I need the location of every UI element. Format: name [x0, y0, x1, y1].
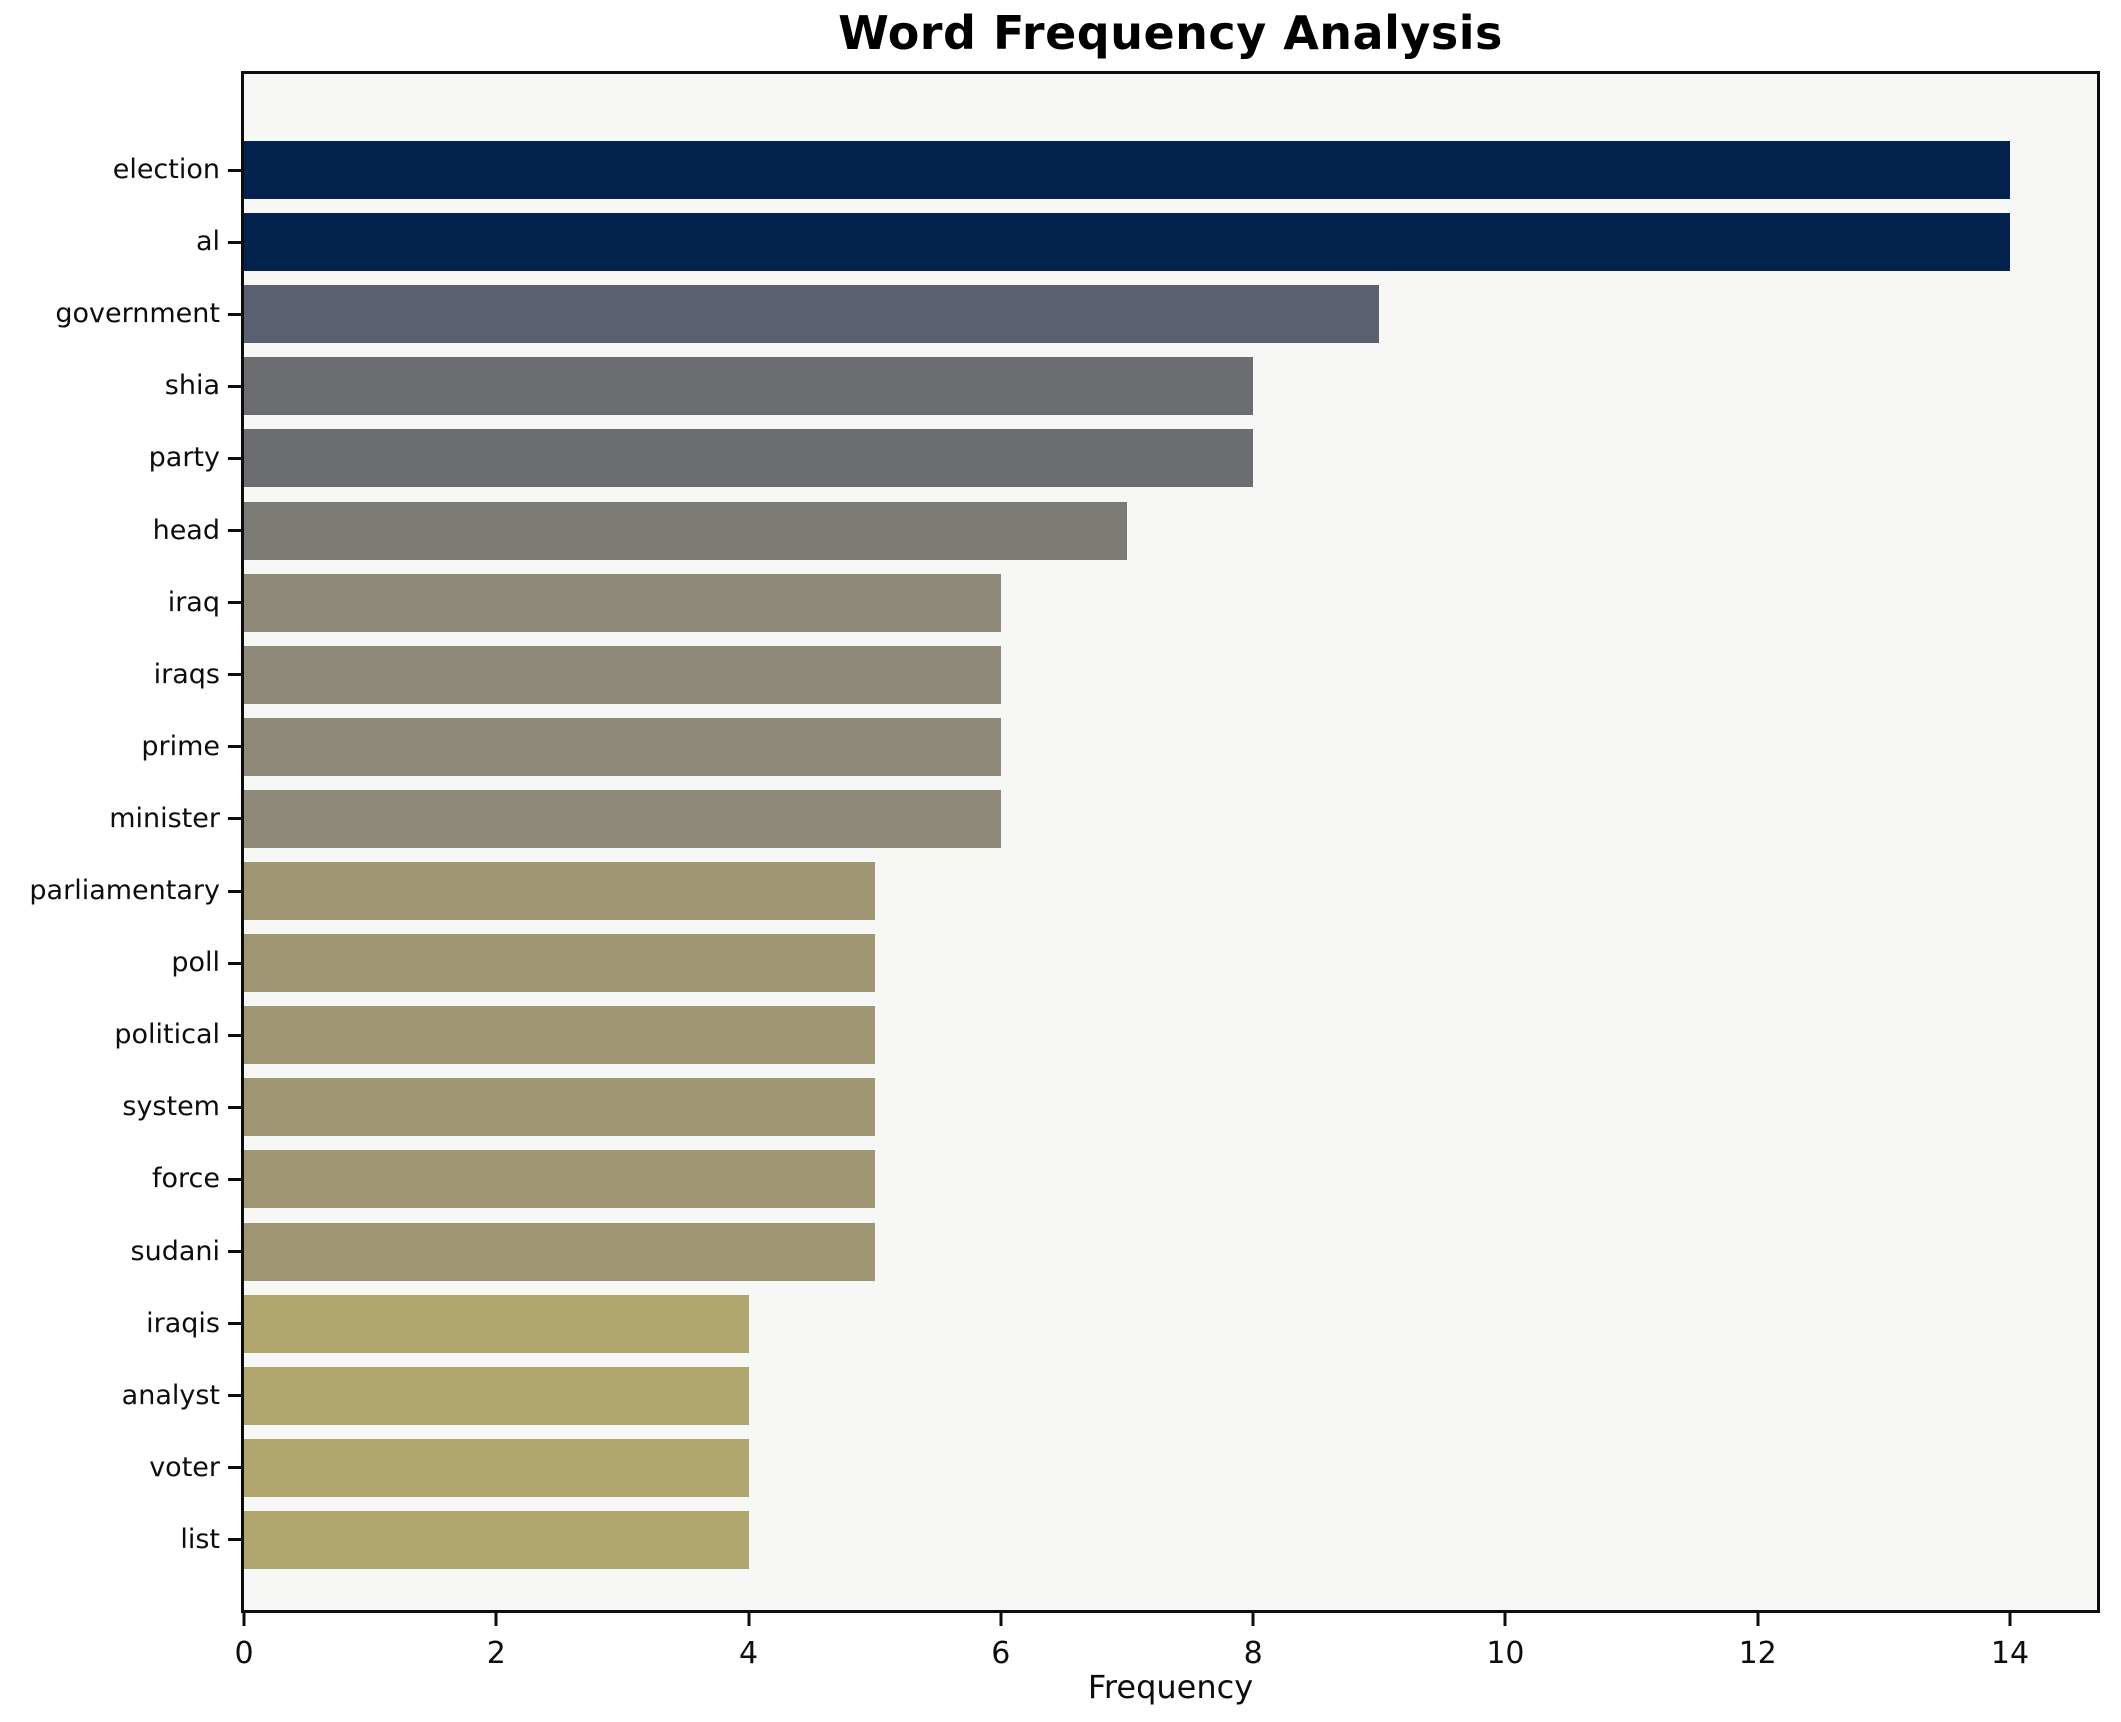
bar-minister	[244, 789, 1001, 848]
y-tick-label-system: system	[122, 1091, 220, 1123]
y-tick	[228, 529, 241, 532]
y-tick	[228, 312, 241, 316]
y-tick-label-list: list	[180, 1523, 220, 1555]
x-tick	[242, 1613, 246, 1626]
x-tick	[1756, 1613, 1760, 1626]
x-tick-label-8: 8	[1243, 1636, 1263, 1671]
y-tick	[228, 745, 241, 749]
bar-list	[244, 1510, 749, 1569]
y-tick-label-election: election	[112, 154, 220, 185]
x-tick-label-0: 0	[234, 1636, 254, 1671]
bar-government	[244, 285, 1380, 344]
y-tick	[228, 1538, 241, 1542]
y-tick-label-voter: voter	[149, 1451, 220, 1483]
y-tick-label-iraqis: iraqis	[146, 1307, 220, 1339]
y-tick	[228, 601, 241, 605]
y-tick	[228, 817, 241, 821]
bar-system	[244, 1078, 875, 1137]
bar-shia	[244, 357, 1254, 416]
x-tick	[1251, 1613, 1255, 1626]
plot-area: election al government shia party head iraq ira…	[29, 71, 2100, 1671]
y-tick-label-head: head	[152, 514, 220, 546]
bar-prime	[244, 717, 1001, 776]
y-tick	[228, 889, 241, 893]
y-tick	[228, 240, 241, 244]
y-tick-label-prime: prime	[141, 730, 220, 762]
bar-party	[244, 429, 1254, 488]
y-tick-label-force: force	[152, 1163, 220, 1195]
bar-analyst	[244, 1366, 749, 1425]
x-tick-label-12: 12	[1738, 1636, 1777, 1671]
x-tick	[2008, 1613, 2012, 1626]
y-tick	[228, 1177, 241, 1181]
y-tick	[228, 673, 241, 677]
y-tick-label-poll: poll	[171, 947, 220, 979]
y-tick-label-parliamentary: parliamentary	[29, 875, 220, 906]
y-tick	[228, 168, 241, 172]
x-tick-label-14: 14	[1990, 1636, 2030, 1671]
y-tick	[228, 1250, 241, 1253]
x-tick	[999, 1613, 1003, 1626]
chart-title: Word Frequency Analysis	[838, 6, 1503, 60]
bar-iraq	[244, 573, 1001, 632]
y-tick	[228, 1105, 241, 1109]
x-tick-label-6: 6	[991, 1636, 1011, 1671]
x-tick	[747, 1613, 751, 1626]
y-tick	[228, 1394, 241, 1398]
y-tick-label-sudani: sudani	[130, 1235, 220, 1267]
bar-parliamentary	[244, 862, 875, 920]
y-tick	[228, 1466, 241, 1470]
x-axis-label: Frequency	[1087, 1668, 1254, 1706]
plot-background: election al government shia party head iraq ira…	[29, 74, 2097, 1671]
bar-voter	[244, 1438, 749, 1497]
y-tick-label-political: political	[114, 1019, 220, 1051]
y-tick-label-iraqs: iraqs	[153, 658, 220, 690]
bar-force	[244, 1150, 875, 1209]
bar-election	[244, 141, 2010, 199]
y-tick-label-al: al	[195, 226, 220, 258]
y-tick	[228, 961, 241, 965]
y-tick-label-government: government	[55, 298, 220, 330]
bar-poll	[244, 934, 875, 993]
y-tick	[228, 456, 241, 460]
bar-al	[244, 213, 2010, 272]
y-tick	[228, 1033, 241, 1037]
y-tick-label-party: party	[148, 442, 220, 474]
bar-iraqs	[244, 645, 1001, 704]
x-tick	[1503, 1613, 1507, 1626]
x-tick	[494, 1613, 498, 1626]
y-tick-label-analyst: analyst	[121, 1379, 220, 1411]
bar-political	[244, 1006, 875, 1065]
y-tick	[228, 1322, 241, 1326]
y-tick	[228, 384, 241, 388]
x-tick-label-10: 10	[1486, 1636, 1525, 1671]
bar-iraqis	[244, 1294, 749, 1353]
y-tick-label-shia: shia	[164, 370, 220, 402]
y-tick-label-minister: minister	[109, 802, 220, 834]
bar-head	[244, 501, 1127, 560]
y-tick-label-iraq: iraq	[167, 586, 220, 618]
bar-sudani	[244, 1222, 875, 1281]
x-tick-label-2: 2	[486, 1636, 506, 1671]
x-tick-label-4: 4	[739, 1636, 759, 1671]
